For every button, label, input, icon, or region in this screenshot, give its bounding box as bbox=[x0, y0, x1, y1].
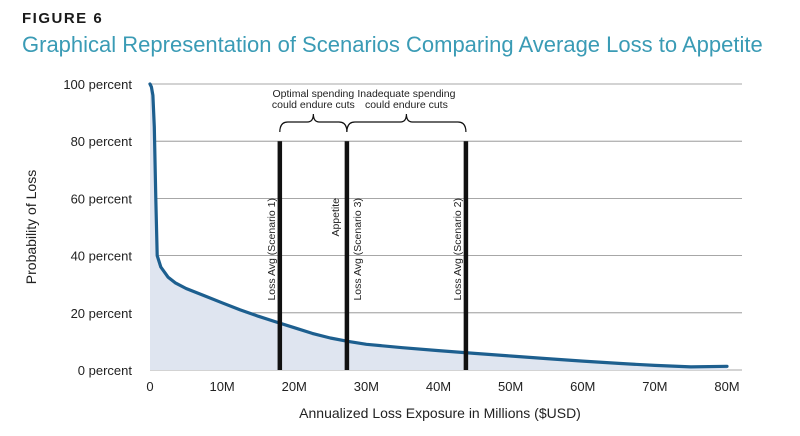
y-tick-label-40: 40 percent bbox=[71, 249, 133, 264]
x-tick-label-30: 30M bbox=[354, 379, 379, 394]
x-tick-label-10: 10M bbox=[209, 379, 234, 394]
x-axis-label: Annualized Loss Exposure in Millions ($U… bbox=[299, 405, 581, 421]
y-tick-label-0: 0 percent bbox=[78, 363, 133, 378]
y-tick-label-60: 60 percent bbox=[71, 191, 133, 206]
figure-label: FIGURE 6 bbox=[22, 10, 104, 27]
x-tick-label-20: 20M bbox=[282, 379, 307, 394]
x-axis-ticks: 0 10M 20M 30M 40M 50M 60M 70M 80M bbox=[146, 379, 739, 394]
annotation-text-0-1: could endure cuts bbox=[272, 99, 355, 111]
x-tick-label-70: 70M bbox=[642, 379, 667, 394]
annotation-text-1-1: could endure cuts bbox=[365, 99, 448, 111]
x-tick-label-40: 40M bbox=[426, 379, 451, 394]
x-tick-label-50: 50M bbox=[498, 379, 523, 394]
annotation-text-1-0: Inadequate spending bbox=[357, 88, 455, 100]
scenario-line-label-2: Loss Avg (Scenario 3) bbox=[352, 198, 364, 301]
scenario-line-label-1: Appetite bbox=[330, 198, 342, 237]
chart-title: Graphical Representation of Scenarios Co… bbox=[22, 32, 763, 57]
y-tick-label-100: 100 percent bbox=[63, 77, 132, 92]
y-axis-ticks: 0 percent 20 percent 40 percent 60 percent 8… bbox=[63, 77, 132, 378]
area-fill bbox=[150, 84, 727, 370]
series-line bbox=[148, 82, 729, 369]
y-axis-label: Probability of Loss bbox=[23, 170, 39, 284]
annotation-brace-1 bbox=[346, 113, 467, 133]
y-tick-label-80: 80 percent bbox=[71, 134, 133, 149]
x-tick-label-80: 80M bbox=[714, 379, 739, 394]
x-tick-label-60: 60M bbox=[570, 379, 595, 394]
scenario-line-label-0: Loss Avg (Scenario 1) bbox=[266, 198, 278, 301]
annotation-brace-0 bbox=[279, 113, 348, 133]
annotation-text-0-0: Optimal spending bbox=[273, 88, 355, 100]
scenario-line-label-3: Loss Avg (Scenario 2) bbox=[452, 198, 464, 301]
scenario-lines: Loss Avg (Scenario 1) Appetite Loss Avg (S… bbox=[266, 141, 469, 370]
y-tick-label-20: 20 percent bbox=[71, 306, 133, 321]
x-tick-label-0: 0 bbox=[146, 379, 153, 394]
